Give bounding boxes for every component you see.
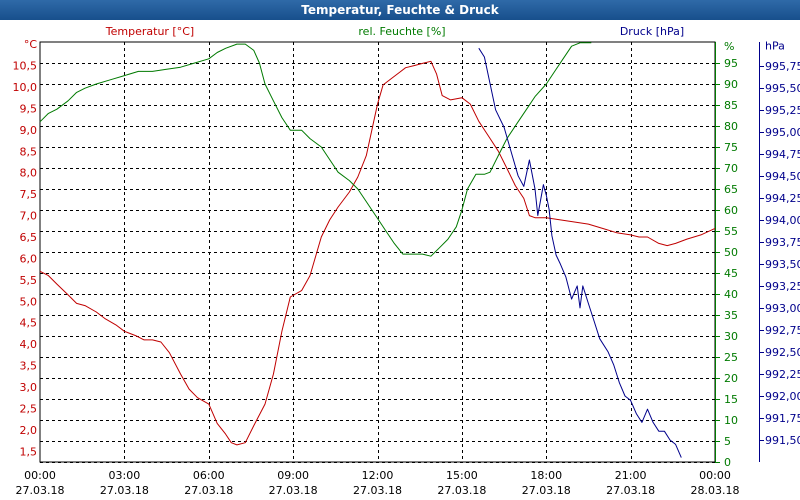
humidity-tick-label: 50 [724, 246, 738, 259]
pressure-tick-label: 992,25 [765, 368, 800, 381]
temperature-tick-label: 9,0 [20, 124, 38, 137]
x-tick-date: 27.03.18 [100, 484, 149, 497]
humidity-tick-label: 55 [724, 225, 738, 238]
pressure-tick-label: 994,75 [765, 148, 800, 161]
x-tick-time: 00:00 [24, 469, 56, 482]
humidity-tick-label: 0 [724, 456, 731, 469]
pressure-tick-label: 993,75 [765, 236, 800, 249]
humidity-tick-label: 5 [724, 435, 731, 448]
temperature-tick-label: 5,0 [20, 295, 38, 308]
temperature-tick-label: 7,0 [20, 210, 38, 223]
pressure-tick-label: 993,50 [765, 258, 800, 271]
x-tick-time: 06:00 [193, 469, 225, 482]
pressure-tick-label: 992,75 [765, 324, 800, 337]
humidity-tick-label: 75 [724, 141, 738, 154]
humidity-tick-label: 40 [724, 288, 738, 301]
humidity-tick-label: 15 [724, 393, 738, 406]
temperature-tick-label: 4,5 [20, 317, 38, 330]
x-tick-time: 21:00 [615, 469, 647, 482]
temperature-tick-label: 1,5 [20, 445, 38, 458]
pressure-tick-label: 994,50 [765, 170, 800, 183]
pressure-tick-label: 991,50 [765, 434, 800, 447]
x-tick-date: 27.03.18 [437, 484, 486, 497]
temperature-axis: 10,5 10,0 9,5 9,0 8,5 8,0 7,5 7,0 6,5 6,0 5,5 5,0 4,… [13, 38, 38, 458]
x-tick-time: 09:00 [277, 469, 309, 482]
chart-title: Temperatur, Feuchte & Druck [0, 0, 800, 20]
pressure-line [478, 47, 682, 458]
humidity-tick-label: 20 [724, 372, 738, 385]
humidity-tick-label: 70 [724, 162, 738, 175]
x-tick-date: 27.03.18 [353, 484, 402, 497]
pressure-tick-label: 993,25 [765, 280, 800, 293]
humidity-line [39, 42, 592, 257]
series-group [39, 42, 716, 458]
x-tick-date: 27.03.18 [606, 484, 655, 497]
humidity-tick-label: 35 [724, 309, 738, 322]
x-tick-time: 15:00 [446, 469, 478, 482]
humidity-tick-label: 90 [724, 78, 738, 91]
humidity-tick-label: 95 [724, 57, 738, 70]
temperature-tick-label: 4,0 [20, 338, 38, 351]
pressure-unit: hPa [765, 40, 785, 53]
humidity-tick-label: 85 [724, 99, 738, 112]
temperature-line [39, 60, 716, 446]
axis-labels: Temperatur [°C] rel. Feuchte [%] Druck [hP… [105, 25, 684, 38]
pressure-tick-label: 995,75 [765, 60, 800, 73]
pressure-tick-label: 992,00 [765, 390, 800, 403]
humidity-tick-label: 60 [724, 204, 738, 217]
pressure-tick-label: 994,00 [765, 214, 800, 227]
humidity-tick-label: 10 [724, 414, 738, 427]
temperature-tick-label: 6,0 [20, 252, 38, 265]
temperature-tick-label: 2,0 [20, 424, 38, 437]
humidity-tick-label: 80 [724, 120, 738, 133]
temperature-tick-label: 9,5 [20, 102, 38, 115]
x-tick-date: 28.03.18 [691, 484, 740, 497]
pressure-tick-label: 995,25 [765, 104, 800, 117]
chart-canvas: 10,5 10,0 9,5 9,0 8,5 8,0 7,5 7,0 6,5 6,0 5,5 5,0 4,… [13, 25, 800, 497]
temperature-tick-label: 8,5 [20, 145, 38, 158]
humidity-tick-label: 30 [724, 330, 738, 343]
temperature-axis-title: Temperatur [°C] [105, 25, 194, 38]
x-tick-time: 18:00 [530, 469, 562, 482]
temperature-tick-label: 7,5 [20, 188, 38, 201]
humidity-tick-label: 25 [724, 351, 738, 364]
pressure-tick-label: 995,50 [765, 82, 800, 95]
temperature-tick-label: 10,0 [13, 81, 38, 94]
pressure-tick-label: 995,00 [765, 126, 800, 139]
pressure-tick-label: 994,25 [765, 192, 800, 205]
temperature-tick-label: 5,5 [20, 274, 38, 287]
temperature-tick-label: 2,5 [20, 402, 38, 415]
x-tick-date: 27.03.18 [269, 484, 318, 497]
x-tick-date: 27.03.18 [522, 484, 571, 497]
x-tick-date: 27.03.18 [16, 484, 65, 497]
temperature-tick-label: 6,5 [20, 231, 38, 244]
pressure-tick-label: 993,00 [765, 302, 800, 315]
temperature-tick-label: 3,0 [20, 381, 38, 394]
temperature-unit: °C [24, 38, 38, 51]
humidity-tick-label: 45 [724, 267, 738, 280]
x-tick-time: 03:00 [109, 469, 141, 482]
pressure-tick-label: 992,50 [765, 346, 800, 359]
pressure-tick-label: 991,75 [765, 412, 800, 425]
x-tick-date: 27.03.18 [184, 484, 233, 497]
temperature-tick-label: 10,5 [13, 60, 38, 73]
x-axis: 00:00 27.03.18 03:00 27.03.18 06:00 27.03.18 0… [16, 469, 740, 497]
temperature-tick-label: 8,0 [20, 167, 38, 180]
pressure-axis-title: Druck [hPa] [620, 25, 684, 38]
humidity-unit: % [724, 40, 734, 53]
x-tick-time: 00:00 [699, 469, 731, 482]
x-tick-time: 12:00 [362, 469, 394, 482]
humidity-tick-label: 65 [724, 183, 738, 196]
humidity-axis-title: rel. Feuchte [%] [358, 25, 445, 38]
temperature-tick-label: 3,5 [20, 360, 38, 373]
pressure-axis: 995,75 995,50 995,25 995,00 994,75 994,50 994,… [759, 40, 800, 462]
